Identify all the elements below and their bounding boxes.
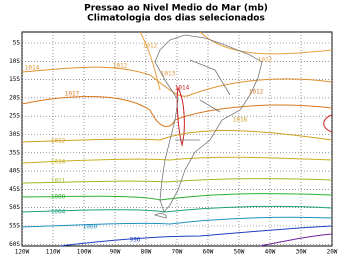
lon-label: 60W xyxy=(203,249,214,256)
lon-label: 80W xyxy=(141,249,152,256)
lat-label: 25S xyxy=(9,113,20,120)
isobar xyxy=(21,66,333,97)
contour-label: 1012 xyxy=(113,63,128,70)
isobar xyxy=(21,130,333,143)
lat-label: 20S xyxy=(9,94,20,101)
contour-label: 1012 xyxy=(143,43,158,50)
lat-label: 10S xyxy=(9,58,20,65)
contour-label: 996 xyxy=(130,237,141,244)
coastline xyxy=(154,34,263,213)
lon-label: 30W xyxy=(296,249,307,256)
contour-label: 1016 xyxy=(233,117,248,124)
map-title: Pressao ao Nivel Medio do Mar (mb) xyxy=(84,4,268,14)
contour-label: 1011 xyxy=(51,178,66,185)
contour-label: 1014 xyxy=(51,159,66,166)
lon-label: 40W xyxy=(265,249,276,256)
contour-label: 1014 xyxy=(175,85,190,92)
isobar xyxy=(21,156,333,164)
contour-label: 1004 xyxy=(51,209,66,216)
plot-frame xyxy=(21,31,333,247)
contour-label: 1008 xyxy=(51,194,66,201)
lat-label: 40S xyxy=(9,168,20,175)
lon-label: 100W xyxy=(77,249,92,256)
contour-label: 1013 xyxy=(161,71,176,78)
lat-label: 15S xyxy=(9,76,20,83)
lat-label: 35S xyxy=(9,149,20,156)
map-subtitle: Climatologia dos dias selecionados xyxy=(87,14,265,24)
isobar xyxy=(323,114,333,133)
lat-label: 30S xyxy=(9,131,20,138)
isobar xyxy=(259,233,333,247)
lon-label: 120W xyxy=(15,249,30,256)
isobar xyxy=(21,96,333,128)
lon-label: 70W xyxy=(172,249,183,256)
lon-label: 110W xyxy=(46,249,61,256)
contour-label: 1012 xyxy=(258,57,273,64)
lat-label: 55S xyxy=(9,223,20,230)
isobar xyxy=(21,205,333,213)
contour-label: 1012 xyxy=(51,138,66,145)
lat-label: 50S xyxy=(9,204,20,211)
lon-label: 50W xyxy=(234,249,245,256)
lat-label: 60S xyxy=(9,241,20,248)
contour-label: 1000 xyxy=(83,224,98,231)
lat-label: 45S xyxy=(9,186,20,193)
lat-label: 5S xyxy=(13,40,21,47)
contour-label: 1014 xyxy=(25,65,40,72)
island xyxy=(153,213,167,219)
lon-label: 90W xyxy=(110,249,121,256)
isobar xyxy=(21,216,333,228)
grid xyxy=(21,32,333,246)
isobar xyxy=(21,178,333,184)
contour-label: 1012 xyxy=(249,89,264,96)
borders xyxy=(175,59,231,141)
isobar xyxy=(59,225,333,247)
lon-label: 20W xyxy=(327,249,338,256)
contour-label: 1017 xyxy=(65,91,80,98)
